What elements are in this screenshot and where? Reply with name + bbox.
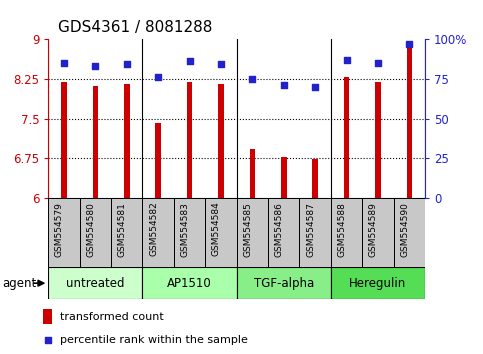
Bar xyxy=(187,82,192,198)
Text: GSM554583: GSM554583 xyxy=(181,202,189,257)
Bar xyxy=(394,198,425,267)
Text: percentile rank within the sample: percentile rank within the sample xyxy=(60,335,248,345)
Text: GSM554590: GSM554590 xyxy=(400,202,410,257)
Bar xyxy=(142,198,174,267)
Text: untreated: untreated xyxy=(66,277,125,290)
Text: GSM554587: GSM554587 xyxy=(306,202,315,257)
Point xyxy=(280,82,288,88)
Bar xyxy=(174,198,205,267)
Bar xyxy=(299,198,331,267)
Bar xyxy=(237,267,331,299)
Text: agent: agent xyxy=(2,277,37,290)
Bar xyxy=(61,82,67,198)
Bar xyxy=(48,267,142,299)
Bar xyxy=(375,82,381,198)
Bar xyxy=(43,309,52,324)
Point xyxy=(123,62,131,67)
Point xyxy=(374,60,382,66)
Text: GSM554582: GSM554582 xyxy=(149,202,158,256)
Bar xyxy=(331,267,425,299)
Text: transformed count: transformed count xyxy=(60,312,164,322)
Text: GSM554584: GSM554584 xyxy=(212,202,221,256)
Bar xyxy=(362,198,394,267)
Bar xyxy=(156,123,161,198)
Point xyxy=(92,63,99,69)
Text: GSM554579: GSM554579 xyxy=(55,202,64,257)
Bar xyxy=(281,157,286,198)
Point xyxy=(309,200,316,206)
Bar xyxy=(48,198,80,267)
Bar xyxy=(205,198,237,267)
Point xyxy=(217,62,225,67)
Text: GSM554580: GSM554580 xyxy=(86,202,96,257)
Bar xyxy=(250,149,255,198)
Text: GSM554588: GSM554588 xyxy=(338,202,347,257)
Text: GSM554586: GSM554586 xyxy=(275,202,284,257)
Text: GSM554581: GSM554581 xyxy=(118,202,127,257)
Bar xyxy=(268,198,299,267)
Bar xyxy=(142,267,237,299)
Point xyxy=(155,74,162,80)
Bar xyxy=(124,84,129,198)
Bar xyxy=(237,198,268,267)
Text: TGF-alpha: TGF-alpha xyxy=(254,277,314,290)
Bar xyxy=(93,86,98,198)
Bar xyxy=(218,84,224,198)
Bar xyxy=(344,77,349,198)
Text: GSM554585: GSM554585 xyxy=(243,202,253,257)
Bar xyxy=(80,198,111,267)
Point xyxy=(406,41,413,47)
Bar xyxy=(313,159,318,198)
Text: GSM554589: GSM554589 xyxy=(369,202,378,257)
Text: GDS4361 / 8081288: GDS4361 / 8081288 xyxy=(58,21,213,35)
Text: AP1510: AP1510 xyxy=(167,277,212,290)
Point xyxy=(312,84,319,90)
Point xyxy=(60,60,68,66)
Text: Heregulin: Heregulin xyxy=(349,277,407,290)
Bar xyxy=(331,198,362,267)
Bar xyxy=(111,198,142,267)
Point xyxy=(186,58,194,64)
Point xyxy=(343,57,351,63)
Bar xyxy=(407,46,412,198)
Point xyxy=(249,76,256,82)
